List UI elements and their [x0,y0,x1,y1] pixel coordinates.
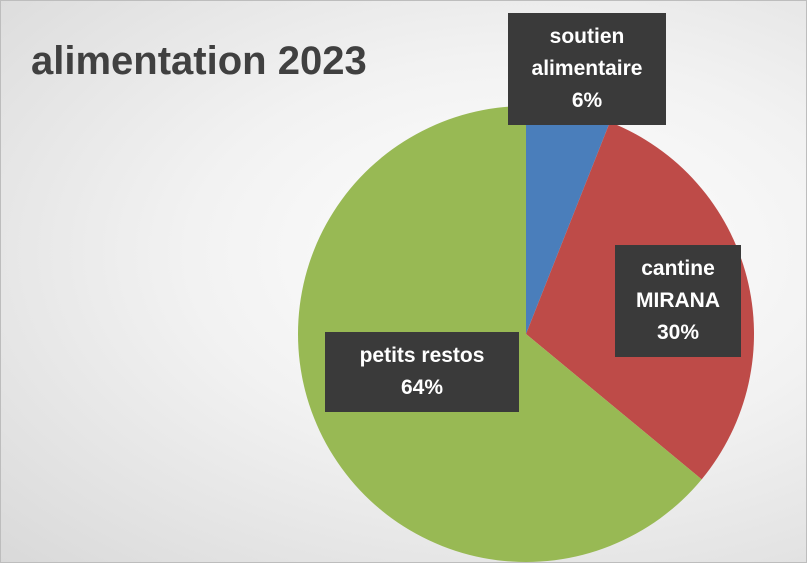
value-label: 6% [571,89,603,112]
value-label: 30% [656,321,700,344]
chart-title: alimentation 2023 [31,39,367,83]
pie-slice [526,106,610,334]
value-label: 64% [400,376,444,399]
data-label: petits restos 64% [325,332,519,412]
data-label: soutien alimentaire 6% [508,13,666,125]
data-label: cantine MIRANA 30% [615,245,741,357]
category-label: petits restos [359,344,485,367]
category-label: soutien alimentaire [531,25,643,80]
category-label: cantine MIRANA [636,257,720,312]
